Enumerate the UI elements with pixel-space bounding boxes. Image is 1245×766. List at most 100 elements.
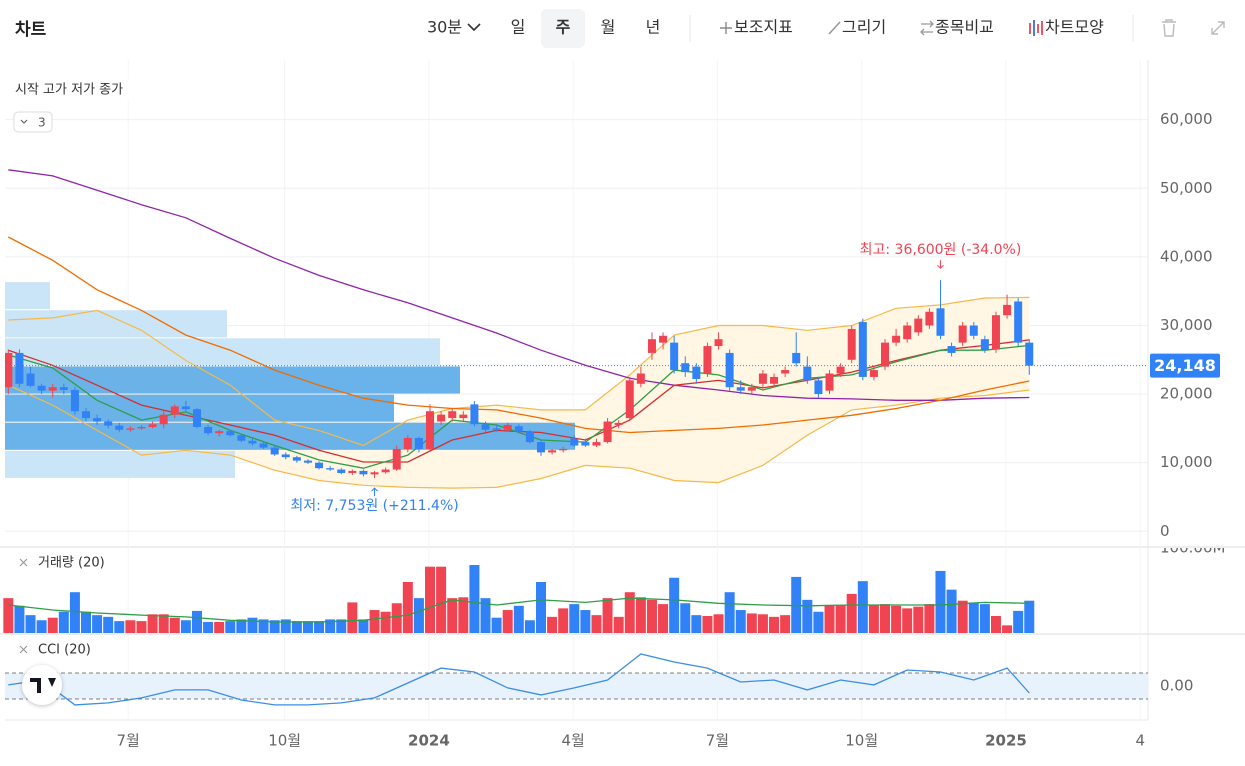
volume-bar bbox=[81, 611, 92, 633]
volume-profile-bar bbox=[5, 338, 440, 366]
volume-bar bbox=[791, 576, 802, 633]
tool-indicators[interactable]: 보조지표 bbox=[720, 18, 793, 37]
tool-label[interactable]: 그리기 bbox=[842, 18, 886, 37]
indicator-toggle[interactable]: 3 bbox=[13, 111, 53, 133]
candle-body bbox=[559, 448, 568, 451]
interval-label[interactable]: 30분 bbox=[427, 18, 462, 37]
y-tick-label: 50,000 bbox=[1160, 179, 1213, 197]
volume-bar bbox=[891, 605, 902, 633]
volume-bar bbox=[913, 606, 924, 633]
volume-bar bbox=[369, 610, 380, 633]
volume-bar bbox=[447, 598, 458, 633]
price-pane bbox=[5, 169, 1034, 489]
volume-bar bbox=[214, 621, 225, 633]
candle-body bbox=[647, 339, 656, 353]
candle-body bbox=[270, 447, 279, 455]
trash-button[interactable] bbox=[1162, 19, 1176, 37]
candle-body bbox=[70, 389, 79, 412]
tool-draw[interactable]: 그리기 bbox=[828, 18, 886, 37]
candle-body bbox=[259, 443, 268, 448]
y-tick-label: 60,000 bbox=[1160, 110, 1213, 128]
period-selected-bg bbox=[541, 9, 585, 48]
candle-body bbox=[248, 440, 257, 444]
volume-bar bbox=[314, 621, 325, 633]
candle-body bbox=[437, 414, 446, 422]
volume-bar bbox=[802, 599, 813, 633]
volume-ma bbox=[8, 597, 1030, 623]
volume-bar bbox=[602, 598, 613, 633]
tool-label[interactable]: 보조지표 bbox=[734, 18, 793, 37]
period-button[interactable]: 월 bbox=[601, 18, 616, 37]
volume-bar bbox=[835, 604, 846, 633]
x-tick-label: 2024 bbox=[408, 732, 450, 750]
candle-body bbox=[659, 335, 668, 343]
volume-bar bbox=[1002, 625, 1013, 633]
volume-bar bbox=[402, 582, 413, 633]
period-button[interactable]: 주 bbox=[556, 18, 571, 37]
volume-bar bbox=[824, 604, 835, 633]
candle-body bbox=[825, 373, 834, 391]
expand-button[interactable] bbox=[1211, 21, 1225, 35]
volume-bar bbox=[635, 597, 646, 633]
interval-button[interactable]: 30분 bbox=[427, 18, 481, 37]
volume-profile-bar bbox=[5, 422, 575, 450]
candle-body bbox=[681, 363, 690, 373]
volume-bar bbox=[968, 602, 979, 633]
period-button[interactable]: 일 bbox=[511, 18, 526, 37]
compare-icon bbox=[920, 20, 934, 36]
volume-bar bbox=[569, 604, 580, 633]
tool-label[interactable]: 종목비교 bbox=[935, 18, 994, 37]
volume-bar bbox=[646, 599, 657, 633]
candle-body bbox=[359, 470, 368, 475]
chart-layers: 7월 10월 2024 4월 7월 10월 2025 4 0 10,000 20,000 30,000… bbox=[3, 60, 1225, 750]
volume-profile-bar bbox=[5, 366, 460, 394]
tool-style[interactable]: 차트모양 bbox=[1029, 18, 1104, 37]
volume-bar bbox=[558, 608, 569, 633]
logo-mark bbox=[30, 678, 56, 693]
volume-bar bbox=[680, 603, 691, 633]
legend-box bbox=[9, 79, 146, 101]
period-button[interactable]: 년 bbox=[646, 18, 661, 37]
volume-bar bbox=[92, 615, 103, 633]
close-icon[interactable] bbox=[19, 645, 28, 654]
candle-body bbox=[636, 373, 645, 384]
volume-bar bbox=[702, 616, 713, 633]
candle-body bbox=[326, 468, 335, 470]
y-tick-label: 20,000 bbox=[1160, 385, 1213, 403]
candle-body bbox=[947, 346, 956, 353]
low-arrow bbox=[371, 487, 378, 497]
volume-bar bbox=[491, 617, 502, 633]
candle-body bbox=[1025, 342, 1034, 366]
candle-body bbox=[747, 387, 756, 391]
volume-bar bbox=[3, 598, 14, 633]
volume-bar bbox=[524, 620, 535, 633]
volume-bar bbox=[624, 592, 635, 633]
candle-body bbox=[869, 370, 878, 377]
volume-bar bbox=[180, 620, 191, 633]
candle-body bbox=[592, 442, 601, 446]
candle-body bbox=[37, 385, 46, 391]
pane-title: CCI (20) bbox=[38, 643, 91, 658]
volume-pane-label: 거래량 (20) bbox=[19, 556, 105, 571]
candle-body bbox=[503, 424, 512, 430]
volume-bar bbox=[247, 617, 258, 633]
volume-bar bbox=[691, 615, 702, 633]
candle-body bbox=[15, 352, 24, 384]
candle-body bbox=[969, 325, 978, 336]
volume-bar bbox=[1024, 600, 1035, 633]
volume-bar bbox=[280, 619, 291, 633]
volume-bar bbox=[547, 616, 558, 633]
candle-body bbox=[403, 437, 412, 449]
tool-label[interactable]: 차트모양 bbox=[1045, 18, 1104, 37]
volume-bar bbox=[1013, 610, 1024, 633]
toggle-box[interactable] bbox=[13, 111, 53, 133]
candle-body bbox=[315, 462, 324, 469]
legend-text: 시작 고가 저가 종가 bbox=[15, 83, 123, 98]
candle-body bbox=[758, 373, 767, 384]
tool-compare[interactable]: 종목비교 bbox=[920, 18, 994, 37]
close-icon[interactable] bbox=[19, 558, 28, 567]
volume-bar bbox=[380, 611, 391, 633]
volume-bar bbox=[14, 605, 25, 633]
volume-bar bbox=[291, 621, 302, 633]
x-tick-label: 2025 bbox=[985, 732, 1027, 750]
